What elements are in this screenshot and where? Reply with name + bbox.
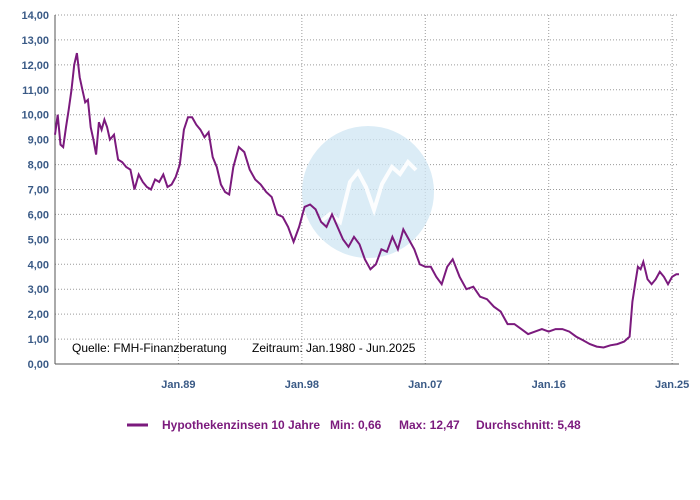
y-tick-label: 4,00	[28, 259, 49, 271]
y-tick-label: 7,00	[28, 185, 49, 197]
y-tick-label: 10,00	[21, 110, 49, 122]
y-tick-label: 1,00	[28, 334, 49, 346]
watermark-logo	[302, 126, 434, 258]
x-tick-label: Jan.89	[161, 379, 195, 391]
x-tick-label: Jan.98	[285, 379, 319, 391]
y-tick-label: 2,00	[28, 309, 49, 321]
legend-min: Min: 0,66	[330, 418, 382, 432]
series-line-hypothekenzinsen	[54, 52, 679, 349]
y-tick-label: 0,00	[28, 359, 49, 371]
y-tick-label: 13,00	[21, 35, 49, 47]
y-tick-label: 8,00	[28, 160, 49, 172]
y-tick-label: 3,00	[28, 284, 49, 296]
legend-series-label: Hypothekenzinsen 10 Jahre	[162, 418, 320, 432]
x-axis-ticks: Jan.89 Jan.98 Jan.07 Jan.16 Jan.25	[161, 379, 689, 391]
source-note: Quelle: FMH-Finanzberatung	[72, 341, 227, 355]
x-tick-label: Jan.25	[655, 379, 689, 391]
period-note: Zeitraum: Jan.1980 - Jun.2025	[252, 341, 416, 355]
legend: Hypothekenzinsen 10 Jahre Min: 0,66 Max:…	[127, 418, 581, 432]
y-axis-ticks: 0,00 1,00 2,00 3,00 4,00 5,00 6,00 7,00 8,00 9,00…	[21, 10, 49, 371]
x-tick-label: Jan.16	[532, 379, 566, 391]
y-tick-label: 11,00	[22, 85, 49, 97]
x-tick-label: Jan.07	[408, 379, 442, 391]
y-tick-label: 12,00	[21, 60, 49, 72]
y-tick-label: 14,00	[21, 10, 49, 22]
y-tick-label: 9,00	[28, 135, 49, 147]
legend-average: Durchschnitt: 5,48	[476, 418, 581, 432]
plot-frame	[54, 15, 679, 365]
y-tick-label: 6,00	[28, 209, 49, 221]
legend-max: Max: 12,47	[399, 418, 460, 432]
y-tick-label: 5,00	[28, 234, 49, 246]
watermark-trend-line	[318, 158, 418, 226]
